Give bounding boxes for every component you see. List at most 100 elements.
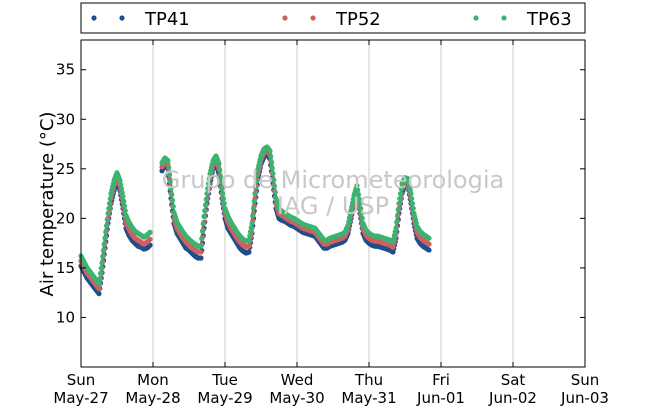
watermark-line-1: Grupo de Micrometeorologia xyxy=(162,166,504,194)
data-point xyxy=(254,172,260,178)
x-tick-label-day: Sat xyxy=(501,371,526,389)
data-point xyxy=(410,205,416,212)
y-axis-ticks: 10 15 20 25 30 35 xyxy=(56,61,585,326)
data-point xyxy=(205,186,211,192)
series-tp63 xyxy=(78,144,432,287)
data-point xyxy=(409,195,415,202)
data-point xyxy=(358,210,365,217)
x-tick-label-day: Fri xyxy=(432,371,450,389)
data-point xyxy=(121,203,128,209)
data-point xyxy=(253,184,259,190)
data-point xyxy=(395,207,401,213)
data-point xyxy=(394,213,401,219)
x-axis-ticks: SunMay-27MonMay-28TueMay-29WedMay-30ThuM… xyxy=(53,40,609,407)
data-point xyxy=(147,236,153,242)
x-tick-label-day: Mon xyxy=(137,371,169,389)
data-point xyxy=(358,205,364,212)
data-point xyxy=(169,191,175,198)
y-tick-label: 30 xyxy=(56,110,75,128)
data-point xyxy=(251,198,257,204)
y-tick-label: 25 xyxy=(56,160,75,178)
data-point xyxy=(96,286,102,292)
data-point xyxy=(408,190,414,197)
data-point xyxy=(398,186,404,192)
x-tick-label-date: Jun-03 xyxy=(560,389,609,407)
data-point xyxy=(218,179,224,186)
plot-frame xyxy=(80,39,586,368)
data-point xyxy=(267,148,273,154)
legend-marker xyxy=(473,15,479,21)
data-point xyxy=(202,208,208,214)
data-point xyxy=(101,241,107,247)
data-point xyxy=(106,205,112,212)
legend-marker xyxy=(119,15,125,21)
data-point xyxy=(103,229,109,235)
vertical-gridlines xyxy=(152,40,514,367)
data-point xyxy=(203,196,209,202)
legend-label: TP63 xyxy=(526,9,572,30)
data-point xyxy=(356,196,362,202)
x-tick-label-day: Tue xyxy=(211,371,238,389)
data-point xyxy=(167,179,173,185)
data-point xyxy=(121,198,127,204)
x-tick-label-date: May-29 xyxy=(197,389,252,407)
data-point xyxy=(426,247,432,253)
data-point xyxy=(166,172,173,178)
data-point xyxy=(397,195,403,202)
legend-marker xyxy=(91,15,97,21)
data-point xyxy=(221,200,227,207)
data-point xyxy=(106,200,113,207)
data-point xyxy=(117,178,123,184)
data-point xyxy=(268,159,275,165)
y-axis-label: Air temperature (°C) xyxy=(37,112,58,297)
data-points xyxy=(78,144,432,297)
data-point xyxy=(166,165,172,171)
data-point xyxy=(119,190,125,196)
data-point xyxy=(201,213,207,219)
data-point xyxy=(217,173,224,179)
data-point xyxy=(170,203,176,210)
data-point xyxy=(168,186,174,192)
x-tick-label-day: Sun xyxy=(571,371,600,389)
data-point xyxy=(120,193,126,200)
data-point xyxy=(205,181,212,187)
data-point xyxy=(97,270,104,276)
data-point xyxy=(393,225,399,231)
data-point xyxy=(396,200,402,207)
data-point xyxy=(118,182,124,188)
data-point xyxy=(199,236,205,242)
x-tick-label-date: Jun-01 xyxy=(416,389,465,407)
data-point xyxy=(102,235,108,241)
data-point xyxy=(359,215,365,221)
data-point xyxy=(122,208,128,214)
data-point xyxy=(198,255,204,261)
data-point xyxy=(246,249,252,255)
x-tick-label-date: Jun-02 xyxy=(488,389,537,407)
data-point xyxy=(397,190,404,197)
data-point xyxy=(426,241,432,247)
x-tick-label-date: May-27 xyxy=(53,389,108,407)
data-point xyxy=(220,190,226,197)
data-point xyxy=(165,158,171,164)
data-point xyxy=(118,186,125,192)
data-point xyxy=(96,291,102,297)
data-point xyxy=(198,243,204,249)
data-point xyxy=(247,233,253,239)
data-point xyxy=(250,205,257,212)
data-point xyxy=(268,154,274,160)
legend-marker xyxy=(501,15,507,21)
data-point xyxy=(199,228,206,234)
data-point xyxy=(252,190,258,197)
legend-label: TP41 xyxy=(144,9,190,30)
x-tick-label-date: May-30 xyxy=(269,389,324,407)
data-point xyxy=(98,265,104,271)
data-point xyxy=(270,171,276,177)
data-point xyxy=(357,200,363,207)
data-point xyxy=(246,243,252,249)
data-point xyxy=(247,229,254,235)
data-point xyxy=(271,183,278,189)
data-point xyxy=(107,195,113,202)
data-point xyxy=(355,191,362,198)
data-point xyxy=(204,190,210,197)
data-point xyxy=(200,221,206,227)
